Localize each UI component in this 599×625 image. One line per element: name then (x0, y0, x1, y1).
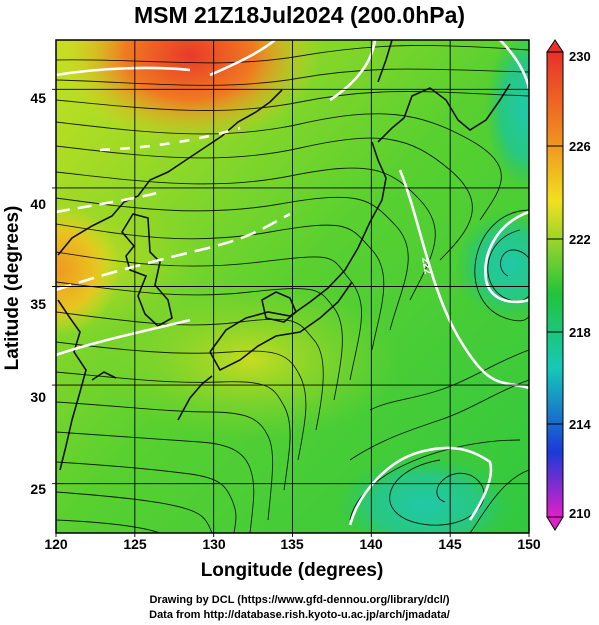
colorbar-gradient (546, 51, 564, 518)
y-axis-label: Latitude (degrees) (2, 206, 23, 371)
contour-label: 222 (419, 257, 433, 276)
colorbar-tick-label: 210 (569, 506, 591, 521)
colorbar-max-arrow (546, 39, 564, 53)
x-tick-label: 120 (44, 536, 68, 552)
colorbar-min-arrow (546, 516, 564, 531)
colorbar-tick-label: 226 (569, 139, 591, 154)
x-tick-label: 145 (438, 536, 462, 552)
temperature-contours (56, 40, 529, 526)
x-axis-label: Longitude (degrees) (201, 560, 384, 581)
colorbar: 230 226 222 218 214 210 (546, 39, 591, 531)
y-tick-label: 40 (30, 196, 46, 212)
colorbar-tick-label: 230 (569, 49, 591, 64)
x-tick-label: 130 (202, 536, 226, 552)
y-tick-label: 35 (30, 296, 46, 312)
y-tick-label: 30 (30, 389, 46, 405)
x-axis: 120 125 130 135 140 145 150 (44, 536, 541, 552)
x-tick-label: 125 (123, 536, 147, 552)
temperature-field: 222 (56, 40, 529, 533)
wind-streamlines (56, 44, 529, 533)
x-tick-label: 135 (280, 536, 304, 552)
drawing-credit: Drawing by DCL (https://www.gfd-dennou.o… (149, 594, 450, 606)
coastlines (57, 40, 511, 471)
x-tick-label: 140 (359, 536, 383, 552)
plot-frame (55, 39, 530, 534)
y-tick-label: 45 (30, 90, 46, 106)
x-tick-label: 150 (517, 536, 541, 552)
colorbar-tick-label: 218 (569, 325, 591, 340)
colorbar-tick-label: 222 (569, 232, 591, 247)
y-tick-label: 25 (30, 481, 46, 497)
chart-title: MSM 21Z18Jul2024 (200.0hPa) (133, 2, 466, 28)
data-source-credit: Data from http://database.rish.kyoto-u.a… (149, 609, 450, 621)
colorbar-tick-label: 214 (569, 417, 591, 432)
y-axis: 25 30 35 40 45 (30, 90, 46, 497)
